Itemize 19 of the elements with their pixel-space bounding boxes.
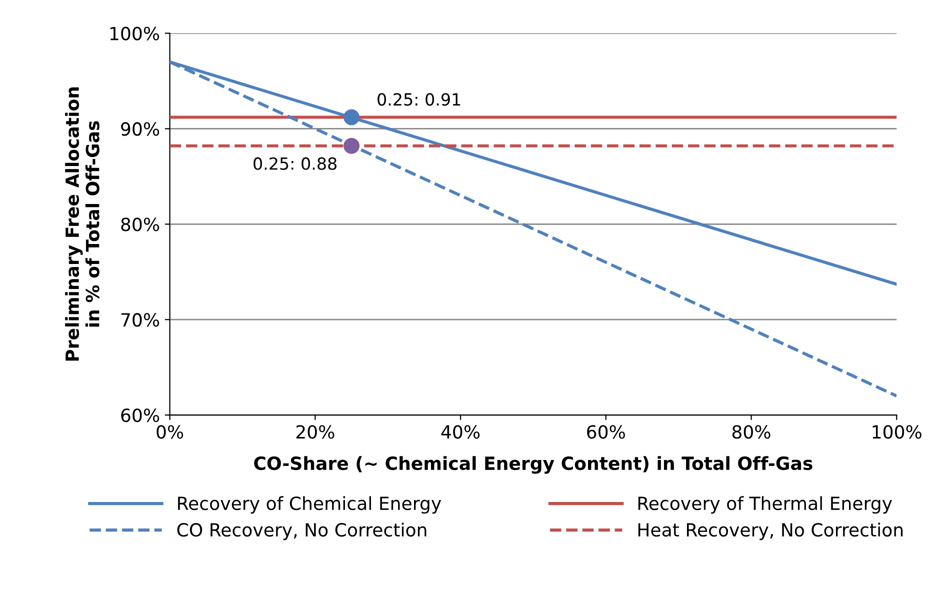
legend-label: Heat Recovery, No Correction bbox=[638, 522, 903, 540]
y-tick-label: 90% bbox=[121, 122, 160, 136]
x-tick-label: 60% bbox=[587, 425, 625, 439]
x-tick-label: 0% bbox=[156, 425, 184, 439]
legend-label: Recovery of Thermal Energy bbox=[638, 496, 892, 514]
annotation: 0.25: 0.88 bbox=[254, 157, 336, 170]
annotation: 0.25: 0.91 bbox=[378, 93, 460, 106]
x-tick-label: 40% bbox=[441, 425, 480, 439]
y-tick-label: 70% bbox=[121, 313, 160, 327]
y-axis-title: Preliminary Free Allocation in % of Total Off-Gas bbox=[65, 87, 100, 361]
x-tick-label: 20% bbox=[296, 425, 334, 439]
x-tick-label: 80% bbox=[732, 425, 770, 439]
y-tick-label: 60% bbox=[121, 408, 160, 422]
legend-label: CO Recovery, No Correction bbox=[177, 522, 426, 540]
legend-label: Recovery of Chemical Energy bbox=[178, 496, 442, 514]
x-tick-label: 100% bbox=[872, 425, 922, 439]
x-axis-title: CO-Share (∼ Chemical Energy Content) in Total Off-Gas bbox=[254, 456, 812, 474]
y-tick-label: 80% bbox=[121, 218, 160, 232]
y-tick-label: 100% bbox=[110, 26, 160, 40]
